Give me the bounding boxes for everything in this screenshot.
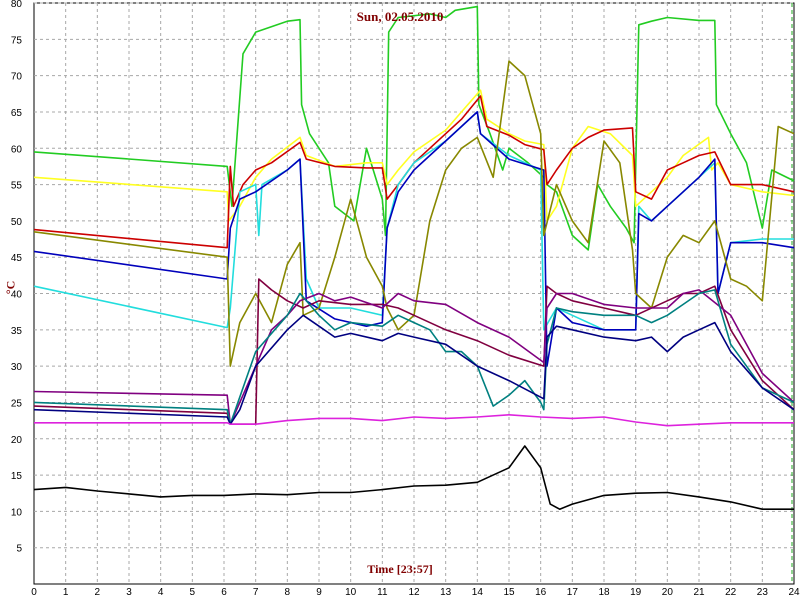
series-line-9 bbox=[33, 289, 795, 425]
y-tick-label: 55 bbox=[11, 181, 23, 192]
grid bbox=[34, 2, 794, 584]
series-line-12 bbox=[33, 445, 794, 510]
x-tick-labels: 0 1 2 3 4 5 6 7 8 9 10 11 12 13 14 15 16 17 18 19 20 21 22 23 24 bbox=[31, 587, 800, 598]
x-tick-label: 21 bbox=[693, 587, 705, 598]
x-tick-label: 2 bbox=[95, 587, 101, 598]
y-tick-label: 50 bbox=[11, 217, 23, 228]
series-line-5 bbox=[33, 111, 795, 367]
series-line-7 bbox=[33, 278, 795, 425]
chart-title: Sun, 02.05.2010 bbox=[356, 9, 444, 24]
x-tick-label: 7 bbox=[253, 587, 259, 598]
y-tick-label: 20 bbox=[11, 435, 23, 446]
x-tick-label: 17 bbox=[567, 587, 579, 598]
x-tick-label: 1 bbox=[63, 587, 69, 598]
y-tick-label: 45 bbox=[11, 253, 23, 264]
x-tick-label: 3 bbox=[126, 587, 132, 598]
x-tick-label: 0 bbox=[31, 587, 37, 598]
x-tick-label: 11 bbox=[377, 587, 388, 598]
y-axis-label: °C bbox=[3, 280, 18, 295]
y-tick-label: 25 bbox=[11, 398, 23, 409]
y-tick-label: 40 bbox=[11, 290, 23, 301]
series-line-6 bbox=[33, 60, 795, 367]
x-tick-label: 8 bbox=[285, 587, 291, 598]
x-tick-label: 13 bbox=[440, 587, 452, 598]
y-tick-label: 35 bbox=[11, 326, 23, 337]
x-tick-label: 9 bbox=[316, 587, 322, 598]
x-tick-label: 19 bbox=[630, 587, 642, 598]
y-tick-label: 30 bbox=[11, 362, 23, 373]
y-tick-label: 5 bbox=[16, 544, 22, 555]
x-tick-label: 20 bbox=[662, 587, 674, 598]
x-tick-label: 12 bbox=[408, 587, 420, 598]
series-line-11 bbox=[34, 414, 794, 427]
x-tick-label: 22 bbox=[725, 587, 737, 598]
series-line-2 bbox=[33, 89, 795, 222]
y-tick-labels: 5 10 15 20 25 30 35 40 45 50 55 60 65 70 75 80 bbox=[11, 0, 23, 555]
x-tick-label: 14 bbox=[472, 587, 484, 598]
y-tick-label: 60 bbox=[11, 144, 23, 155]
x-tick-label: 23 bbox=[757, 587, 769, 598]
x-axis-label: Time [23:57] bbox=[367, 562, 433, 576]
series-group bbox=[33, 5, 795, 510]
y-tick-label: 70 bbox=[11, 72, 23, 83]
x-tick-label: 4 bbox=[158, 587, 164, 598]
x-tick-label: 24 bbox=[788, 587, 800, 598]
y-tick-label: 75 bbox=[11, 35, 23, 46]
x-tick-label: 18 bbox=[598, 587, 610, 598]
y-tick-label: 10 bbox=[11, 507, 23, 518]
x-tick-label: 16 bbox=[535, 587, 547, 598]
x-tick-label: 15 bbox=[503, 587, 515, 598]
series-line-3 bbox=[33, 95, 795, 249]
x-tick-label: 5 bbox=[190, 587, 196, 598]
series-line-8 bbox=[33, 289, 795, 425]
y-tick-label: 80 bbox=[11, 0, 23, 10]
series-line-10 bbox=[33, 314, 795, 425]
x-tick-label: 10 bbox=[345, 587, 357, 598]
x-tick-label: 6 bbox=[221, 587, 227, 598]
y-tick-label: 65 bbox=[11, 108, 23, 119]
y-tick-label: 15 bbox=[11, 471, 23, 482]
